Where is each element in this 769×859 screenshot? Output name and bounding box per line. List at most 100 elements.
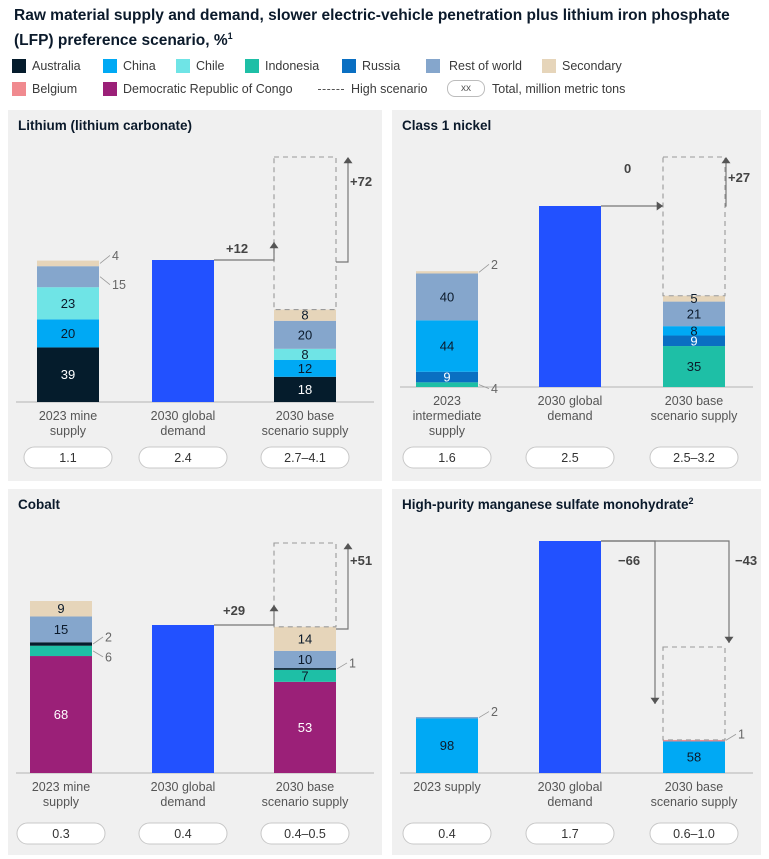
category-label: 2023 mine: [39, 409, 97, 423]
segment-label: 40: [440, 289, 454, 304]
category-label: 2023 supply: [413, 780, 481, 794]
segment-label: 21: [687, 306, 701, 321]
bar-segment: [274, 360, 336, 377]
panel-nickel: Class 1 nickel 9 44 40 4 2 2023 intermediate sup…: [392, 110, 761, 481]
category-label: 2023 mine: [32, 780, 90, 794]
total-label: 1.6: [438, 451, 455, 465]
arrow-head: [721, 157, 731, 164]
category-label: demand: [547, 795, 592, 809]
total-pill: [138, 446, 228, 469]
high-scenario-box: [662, 156, 726, 297]
bar-segment: [274, 669, 336, 682]
total-pill: [649, 822, 739, 845]
arrow-head: [656, 201, 663, 211]
segment-label: 9: [443, 370, 450, 385]
segment-label-outside: 2: [491, 258, 498, 272]
high-label: +27: [728, 170, 750, 185]
high-scenario-box: [273, 542, 337, 628]
legend-swatch-indonesia: [245, 59, 259, 73]
total-label: 2.7–4.1: [284, 451, 326, 465]
segment-label: 23: [61, 296, 75, 311]
panel-lithium: Lithium (lithium carbonate) 39 20 23 15 4 2023…: [8, 110, 382, 481]
legend-label-drc: Democratic Republic of Congo: [123, 82, 293, 96]
chart-title: Raw material supply and demand, slower e…: [14, 6, 759, 51]
bar-segment: [663, 335, 725, 347]
total-label: 2.5–3.2: [673, 451, 715, 465]
bar-demand: [539, 541, 601, 773]
segment-label-outside: 15: [112, 278, 126, 292]
category-label: 2030 base: [276, 409, 334, 423]
segment-leader: [336, 662, 348, 670]
category-label: 2030 global: [538, 780, 603, 794]
category-label: supply: [43, 795, 80, 809]
bar-segment: [663, 739, 725, 742]
segment-label: 12: [298, 361, 312, 376]
segment-label: 14: [298, 631, 312, 646]
high-scenario-box: [273, 156, 337, 311]
segment-label: 9: [57, 601, 64, 616]
bar-segment: [274, 348, 336, 360]
legend-high-scenario-line: [318, 89, 344, 90]
segment-label-outside: 2: [105, 631, 112, 645]
arrow-head: [650, 697, 660, 704]
legend: Australia China Chile Indonesia Russia R…: [0, 0, 769, 100]
bar-demand: [152, 625, 214, 773]
segment-label: 8: [690, 323, 697, 338]
segment-leader: [478, 264, 490, 273]
segment-label: 58: [687, 749, 701, 764]
total-pill: [16, 822, 106, 845]
total-label: 2.5: [561, 451, 578, 465]
arrow-head: [269, 605, 279, 612]
bar-segment: [37, 266, 99, 288]
gap-arrow: [214, 605, 275, 626]
bar-segment: [274, 320, 336, 349]
legend-total-symbol: xx: [447, 80, 485, 97]
bar-segment: [416, 273, 478, 321]
high-arrow: [601, 540, 730, 643]
bar-segment: [30, 656, 92, 773]
bar-segment: [30, 616, 92, 643]
bar-demand: [152, 260, 214, 402]
panel-manganese: High-purity manganese sulfate monohydrat…: [392, 489, 761, 855]
bar-segment: [30, 601, 92, 617]
category-label: supply: [50, 424, 87, 438]
category-label: demand: [160, 424, 205, 438]
segment-leader: [478, 384, 490, 390]
legend-swatch-drc: [103, 82, 117, 96]
total-pill: [525, 446, 615, 469]
category-label: supply: [429, 424, 466, 438]
category-label: 2030 global: [151, 780, 216, 794]
total-pill: [649, 446, 739, 469]
total-label: 0.4: [174, 827, 191, 841]
legend-label-australia: Australia: [32, 59, 81, 73]
bar-segment: [416, 718, 478, 773]
segment-label-outside: 4: [491, 382, 498, 396]
bar-segment: [274, 626, 336, 651]
segment-label-outside: 1: [738, 728, 745, 742]
total-pill: [23, 446, 113, 469]
segment-label: 53: [298, 720, 312, 735]
segment-leader: [92, 650, 104, 658]
category-label: demand: [160, 795, 205, 809]
high-scenario-box: [662, 646, 726, 741]
arrow-head: [269, 242, 279, 249]
category-label: 2030 base: [665, 780, 723, 794]
bar-segment: [274, 650, 336, 669]
category-label: scenario supply: [262, 795, 350, 809]
panel-title: Class 1 nickel: [402, 118, 491, 133]
high-arrow: [336, 161, 349, 263]
segment-label: 8: [301, 347, 308, 362]
category-label: scenario supply: [651, 409, 739, 423]
high-arrow: [725, 161, 727, 207]
segment-label: 20: [298, 327, 312, 342]
legend-swatch-china: [103, 59, 117, 73]
segment-leader: [478, 711, 490, 718]
legend-label-total: Total, million metric tons: [492, 82, 626, 96]
legend-label-belgium: Belgium: [32, 82, 78, 96]
chart-svg: Lithium (lithium carbonate) 39 20 23 15 4 2023…: [16, 118, 374, 469]
category-label: scenario supply: [262, 424, 350, 438]
segment-leader: [99, 276, 111, 286]
legend-label-secondary: Secondary: [562, 59, 622, 73]
bar-segment: [663, 295, 725, 302]
